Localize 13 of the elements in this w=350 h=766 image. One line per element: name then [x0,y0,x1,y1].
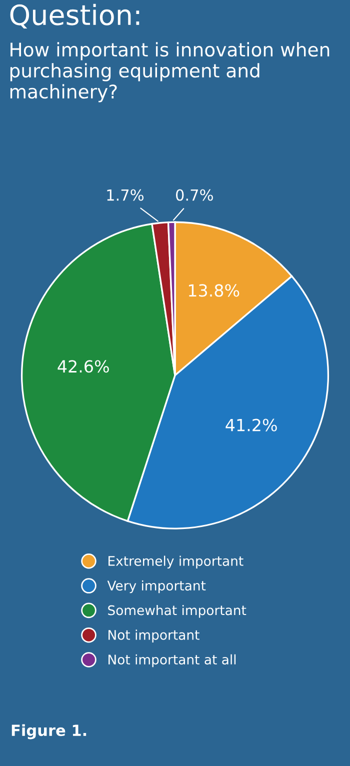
legend-label: Somewhat important [108,605,246,618]
legend-label: Not important [108,630,200,642]
data-label: 0.7% [176,189,213,201]
legend-label: Not important at all [108,654,236,668]
legend-label: Extremely important [108,556,244,569]
chart-subtitle: How important is innovation when purchasing equipment and machinery? [10,42,330,102]
data-label: 42.6% [58,360,109,373]
legend-label: Very important [107,580,206,594]
caption: Figure 1. [12,724,86,740]
data-label: 1.7% [107,189,144,201]
data-label: 41.2% [226,418,277,432]
data-label: 13.8% [188,284,240,297]
chart-title: Question: [10,4,140,29]
